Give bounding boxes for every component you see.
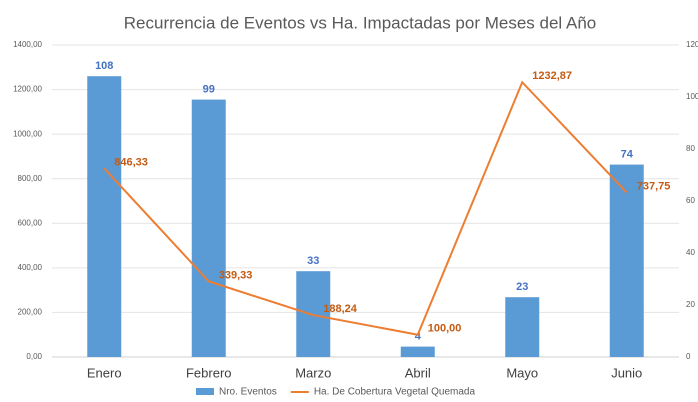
bar-value-label: 74 [621, 149, 634, 161]
bar-value-label: 108 [95, 60, 113, 72]
legend-label: Nro. Eventos [219, 387, 277, 398]
y-tick-label: 600,00 [18, 218, 43, 227]
bar-value-label: 99 [203, 84, 215, 96]
bar-value-label: 23 [516, 281, 528, 293]
y2-tick-label: 80 [686, 144, 695, 153]
line-value-label: 737,75 [637, 180, 671, 192]
y2-tick-label: 20 [686, 300, 695, 309]
x-tick-label: Junio [611, 365, 642, 380]
chart-title: Recurrencia de Eventos vs Ha. Impactadas… [124, 13, 596, 32]
bar [400, 346, 435, 357]
line-value-label: 1232,87 [532, 70, 572, 82]
y2-tick-label: 60 [686, 196, 695, 205]
line-value-label: 339,33 [219, 269, 253, 281]
y-tick-label: 200,00 [18, 308, 43, 317]
y-tick-label: 400,00 [18, 263, 43, 272]
bar-value-label: 4 [415, 331, 422, 343]
bar [609, 164, 644, 357]
y2-tick-label: 0 [686, 352, 691, 361]
y2-tick-label: 120 [686, 40, 698, 49]
bar-value-label: 33 [307, 255, 319, 267]
y-tick-label: 1400,00 [13, 40, 42, 49]
x-tick-label: Mayo [506, 365, 538, 380]
line-value-label: 100,00 [428, 323, 462, 335]
line-series [103, 80, 628, 336]
y-tick-label: 1200,00 [13, 85, 42, 94]
legend-label: Ha. De Cobertura Vegetal Quemada [314, 387, 476, 398]
y-tick-label: 0,00 [26, 352, 42, 361]
y2-tick-label: 100 [686, 92, 698, 101]
legend-swatch [196, 388, 214, 395]
x-tick-label: Abril [405, 365, 431, 380]
bar [191, 99, 226, 357]
bar [87, 76, 122, 357]
y-tick-label: 800,00 [18, 174, 43, 183]
x-tick-label: Febrero [186, 365, 232, 380]
line-value-label: 846,33 [114, 156, 148, 168]
y-tick-label: 1000,00 [13, 129, 42, 138]
x-tick-label: Enero [87, 365, 122, 380]
bar [505, 297, 540, 357]
y2-tick-label: 40 [686, 248, 695, 257]
line-value-label: 188,24 [323, 303, 358, 315]
x-tick-label: Marzo [295, 365, 331, 380]
